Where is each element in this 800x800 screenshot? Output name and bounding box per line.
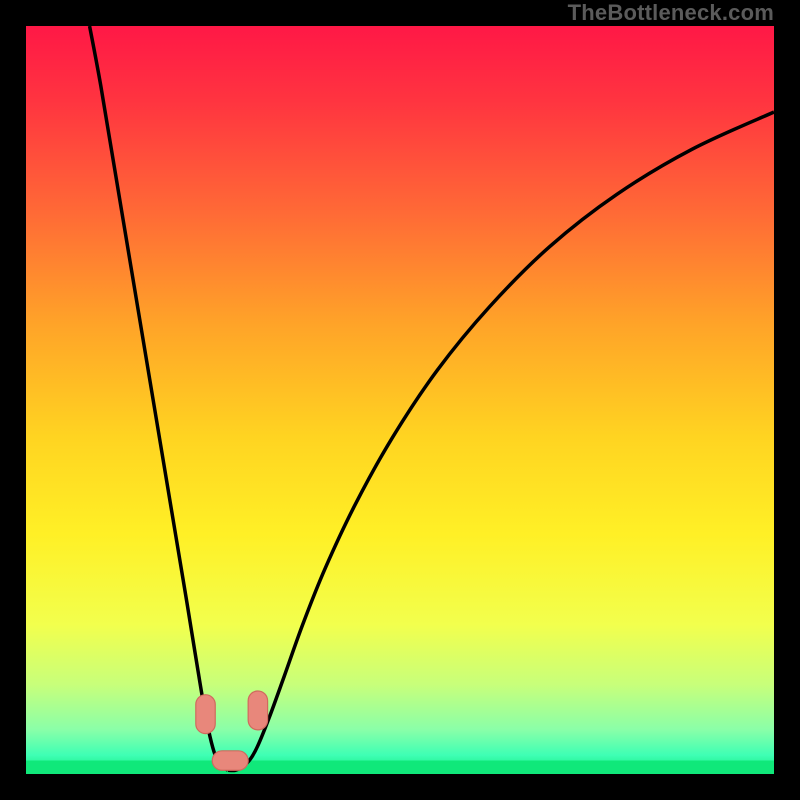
marker-0: [196, 695, 215, 734]
markers-layer: [26, 26, 774, 774]
marker-2: [212, 751, 248, 770]
markers-group: [196, 691, 268, 770]
plot-area: [26, 26, 774, 774]
watermark-text: TheBottleneck.com: [568, 0, 774, 26]
marker-1: [248, 691, 267, 730]
figure-root: TheBottleneck.com: [0, 0, 800, 800]
